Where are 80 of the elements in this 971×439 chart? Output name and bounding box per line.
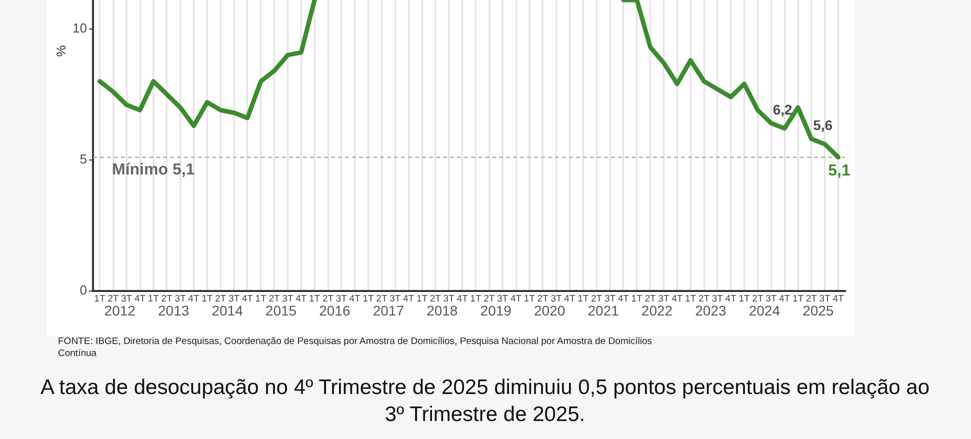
text: 2012: [104, 302, 136, 318]
x-tick-label: 3T: [604, 293, 616, 304]
x-tick-label: 2T: [268, 293, 280, 304]
x-tick-label: 2T: [537, 293, 549, 304]
x-tick-label: 4T: [242, 293, 254, 304]
y-tick-label: 10: [72, 20, 87, 36]
x-tick-label: 1T: [631, 293, 643, 304]
text: 2020: [534, 302, 566, 318]
x-tick-label: 1T: [524, 293, 536, 304]
x-tick-label: 1T: [470, 293, 482, 304]
x-tick-label: 2T: [322, 293, 334, 304]
x-tick-label: 4T: [618, 293, 630, 304]
x-tick-label: 1T: [578, 293, 589, 304]
text: 2015: [265, 302, 297, 318]
y-axis-title: %: [54, 44, 69, 57]
x-tick-label: 2T: [591, 293, 602, 304]
data-label: 5,6: [813, 117, 833, 134]
x-tick-label: 3T: [819, 293, 831, 304]
x-tick-label: 1T: [94, 293, 106, 304]
text: 2016: [319, 302, 350, 318]
x-tick-label: 2T: [698, 293, 710, 304]
source-note: FONTE: IBGE, Diretoria de Pesquisas, Coordenação de Pesquisas por Amostra de Domicílios, Pesquisa Nacional por Amostra de Domicílios Contínua: [58, 336, 654, 360]
y-tick-label: 5: [80, 151, 87, 166]
x-tick-label: 3T: [336, 293, 348, 304]
text: 2018: [426, 302, 458, 318]
text: 2019: [480, 302, 512, 318]
data-label: 6,2: [772, 101, 793, 118]
text: 2021: [588, 302, 620, 318]
x-tick-label: 3T: [228, 293, 240, 304]
x-tick-label: 2T: [430, 293, 442, 304]
x-tick-label: 3T: [497, 293, 508, 304]
x-tick-label: 2T: [806, 293, 818, 304]
text: A taxa de desocupação no 4º Trimestre de 2025 diminuiu 0,5 pontos percentuais em relação ao 3º Trimestre de 2025.: [39, 375, 931, 428]
x-tick-label: 4T: [779, 293, 790, 304]
x-tick-label: 3T: [550, 293, 562, 304]
x-tick-label: 4T: [564, 293, 576, 304]
x-tick-label: 4T: [349, 293, 361, 304]
x-tick-label: 2T: [161, 293, 173, 304]
x-tick-label: 1T: [202, 293, 213, 304]
x-tick-label: 2T: [752, 293, 764, 304]
x-tick-label: 1T: [148, 293, 160, 304]
data-label: 5,1: [828, 162, 851, 180]
x-tick-label: 1T: [255, 293, 267, 304]
text: 2023: [695, 302, 726, 318]
x-tick-label: 2T: [108, 293, 119, 304]
text: 2025: [802, 302, 834, 318]
x-tick-label: 2T: [484, 293, 495, 304]
x-tick-label: 4T: [832, 293, 844, 304]
text: 2022: [641, 302, 673, 318]
x-tick-label: 1T: [416, 293, 428, 304]
x-tick-label: 4T: [672, 293, 683, 304]
x-tick-label: 3T: [658, 293, 670, 304]
x-tick-label: 1T: [738, 293, 750, 304]
text: 2017: [372, 302, 404, 318]
text: 2024: [748, 302, 780, 318]
x-tick-label: 3T: [174, 293, 186, 304]
x-tick-label: 2T: [644, 293, 656, 304]
x-tick-label: 3T: [390, 293, 401, 304]
x-tick-label: 1T: [792, 293, 804, 304]
x-tick-label: 4T: [134, 293, 146, 304]
x-tick-label: 1T: [362, 293, 374, 304]
x-tick-label: 4T: [403, 293, 414, 304]
x-tick-label: 4T: [725, 293, 737, 304]
x-tick-label: 3T: [282, 293, 294, 304]
x-tick-label: 2T: [215, 293, 226, 304]
x-tick-label: 4T: [188, 293, 200, 304]
x-tick-label: 2T: [376, 293, 388, 304]
ref-line-label: Mínimo 5,1: [112, 162, 195, 179]
x-tick-label: 1T: [685, 293, 696, 304]
x-tick-label: 4T: [296, 293, 307, 304]
x-tick-label: 3T: [121, 293, 132, 304]
x-tick-label: 4T: [456, 293, 468, 304]
text: 2013: [158, 302, 190, 318]
y-tick-label: 0: [80, 282, 87, 298]
x-tick-label: 3T: [766, 293, 777, 304]
x-tick-label: 1T: [309, 293, 320, 304]
x-tick-label: 3T: [712, 293, 724, 304]
x-tick-label: 3T: [443, 293, 455, 304]
text: 2014: [212, 302, 244, 318]
x-tick-label: 4T: [510, 293, 522, 304]
